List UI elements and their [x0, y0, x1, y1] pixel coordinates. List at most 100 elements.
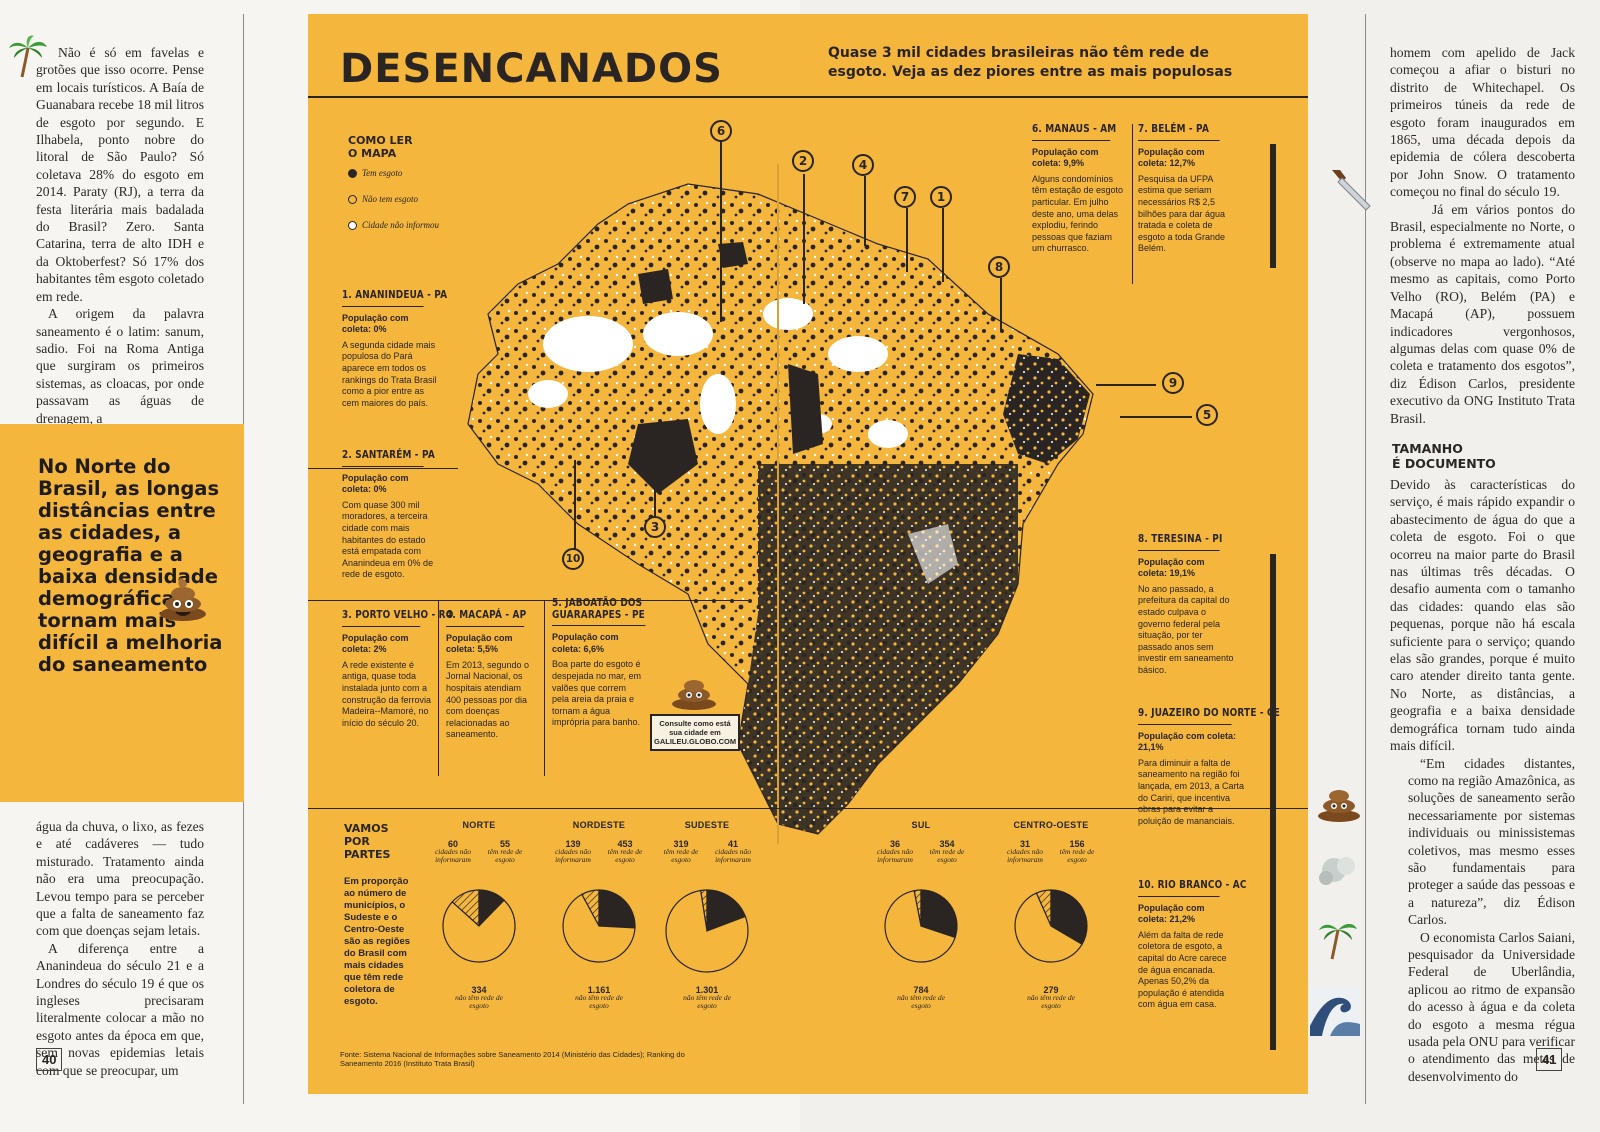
marker-line	[864, 176, 866, 246]
marker-7[interactable]: 7	[894, 186, 916, 208]
stat-caption: não têm rede de esgoto	[575, 993, 623, 1010]
paragraph: homem com apelido de Jack começou a afia…	[1390, 45, 1575, 200]
region-no-sewer-count: 279 não têm rede de esgoto	[996, 986, 1106, 1010]
page-number-left: 40	[36, 1048, 63, 1071]
city-coverage: População com coleta: 21,1%	[1138, 730, 1237, 753]
poop-emoji-icon	[672, 680, 716, 710]
marker-line	[1120, 416, 1192, 418]
region-stat: 354 têm rede de esgoto	[925, 840, 969, 864]
legend-label: Tem esgoto	[362, 168, 403, 178]
stat-caption: têm rede de esgoto	[607, 847, 643, 864]
white-dot-icon	[348, 220, 357, 230]
region-stat: 453 têm rede de esgoto	[603, 840, 647, 864]
slice-no-sewer	[665, 889, 749, 973]
parts-title: VAMOS POR PARTES	[344, 822, 390, 861]
marker-line	[720, 140, 722, 322]
stat-caption: cidades não informaram	[876, 847, 914, 864]
legend-label: Não tem esgoto	[362, 194, 418, 204]
title-rule	[308, 96, 1308, 98]
infographic-title: DESENCANADOS	[340, 46, 723, 92]
marker-line	[803, 174, 805, 304]
legend-label: Cidade não informou	[362, 220, 440, 230]
marker-5[interactable]: 5	[1196, 404, 1218, 426]
marker-2[interactable]: 2	[792, 150, 814, 172]
city-title: 8. TERESINA - PI	[1138, 533, 1222, 551]
website-badge[interactable]: Consulte como está sua cidade em GALILEU…	[650, 714, 740, 751]
marker-10[interactable]: 10	[562, 548, 584, 570]
city-coverage: População com coleta: 9,9%	[1032, 146, 1099, 169]
marker-8[interactable]: 8	[988, 256, 1010, 278]
region-pie	[1014, 889, 1088, 963]
divider	[1132, 124, 1133, 284]
city-box-santarem: 2. SANTARÉM - PA População com coleta: 0…	[342, 449, 438, 581]
stat-value: 31	[1019, 839, 1030, 849]
paragraph: Devido às características do serviço, é …	[1390, 477, 1575, 754]
city-coverage: População com coleta: 21,2%	[1138, 902, 1205, 925]
stat-value: 36	[889, 839, 900, 849]
region-no-sewer-count: 1.301 não têm rede de esgoto	[652, 986, 762, 1010]
stat-caption: não têm rede de esgoto	[897, 993, 945, 1010]
wave-icon	[1310, 986, 1360, 1036]
region-stat: 41 cidades não informaram	[711, 840, 755, 864]
marker-6[interactable]: 6	[710, 120, 732, 142]
city-title: 4. MACAPÁ - AP	[446, 609, 526, 627]
marker-line	[1096, 384, 1156, 386]
city-box-ananindeua: 1. ANANINDEUA - PA População com coleta:…	[342, 289, 447, 409]
region-no-sewer-count: 334 não têm rede de esgoto	[424, 986, 534, 1010]
region-pie	[665, 889, 749, 973]
city-text: Em 2013, segundo o Jornal Nacional, os h…	[446, 659, 530, 740]
city-text: Além da falta de rede coletora de esgoto…	[1138, 929, 1227, 1010]
stat-caption: têm rede de esgoto	[1059, 847, 1095, 864]
city-box-rio-branco: 10. RIO BRANCO - AC População com coleta…	[1138, 879, 1246, 1011]
city-coverage: População com coleta: 0%	[342, 472, 409, 495]
stat-caption: têm rede de esgoto	[487, 847, 523, 864]
region-stats: 31 cidades não informaram 156 têm rede de e…	[996, 840, 1106, 864]
city-coverage: População com coleta: 19,1%	[1138, 556, 1205, 579]
marker-line	[1000, 278, 1002, 332]
city-box-juazeiro: 9. JUAZEIRO DO NORTE - CE População com …	[1138, 707, 1280, 827]
stat-caption: cidades não informaram	[434, 847, 472, 864]
marker-4[interactable]: 4	[852, 154, 874, 176]
stat-value: 334	[471, 985, 487, 995]
source-note: Fonte: Sistema Nacional de Informações s…	[340, 1050, 685, 1068]
divider	[438, 600, 439, 776]
howto-title: COMO LER O MAPA	[348, 134, 413, 160]
region-stats: 60 cidades não informaram 55 têm rede de es…	[424, 840, 534, 864]
knife-icon	[1332, 170, 1371, 211]
empty-dot-icon	[348, 194, 357, 204]
stat-value: 139	[565, 839, 581, 849]
city-title: 2. SANTARÉM - PA	[342, 449, 435, 467]
stat-caption: cidades não informaram	[714, 847, 752, 864]
region-sudeste: SUDESTE 319 têm rede de esgoto 41 cidades nã…	[652, 820, 762, 1020]
region-stat: 31 cidades não informaram	[1003, 840, 1047, 864]
marker-line	[654, 424, 656, 522]
region-name: NORDESTE	[572, 820, 626, 830]
dash-cloud-icon	[1319, 857, 1355, 885]
marker-1[interactable]: 1	[930, 186, 952, 208]
region-stats: 319 têm rede de esgoto 41 cidades não infor…	[652, 840, 762, 864]
marker-line	[942, 208, 944, 282]
region-stats: 36 cidades não informaram 354 têm rede de e…	[866, 840, 976, 864]
city-text: Para diminuir a falta de saneamento na r…	[1138, 757, 1245, 826]
slice-has-sewer	[920, 889, 958, 939]
city-title: 6. MANAUS - AM	[1032, 123, 1116, 141]
city-box-macapa: 4. MACAPÁ - AP População com coleta: 5,5…	[446, 609, 538, 741]
region-stat: 55 têm rede de esgoto	[483, 840, 527, 864]
paragraph: Já em vários pontos do Brasil, especialm…	[1390, 201, 1575, 426]
region-pie	[442, 889, 516, 963]
right-column-rule	[1365, 14, 1366, 1104]
region-stat: 319 têm rede de esgoto	[659, 840, 703, 864]
stat-caption: têm rede de esgoto	[663, 847, 699, 864]
region-name: NORTE	[462, 820, 496, 830]
marker-9[interactable]: 9	[1162, 372, 1184, 394]
stat-value: 55	[499, 839, 510, 849]
region-norte: NORTE 60 cidades não informaram 55 têm rede …	[424, 820, 534, 1020]
city-box-porto-velho: 3. PORTO VELHO - RO População com coleta…	[342, 609, 453, 729]
sidebar-bar	[1270, 554, 1276, 1050]
city-title: 10. RIO BRANCO - AC	[1138, 879, 1246, 897]
section-heading-line: É DOCUMENTO	[1392, 456, 1496, 471]
region-centro-oeste: CENTRO-OESTE 31 cidades não informaram 156 t…	[996, 820, 1106, 1020]
marker-3[interactable]: 3	[644, 516, 666, 538]
city-text: No ano passado, a prefeitura da capital …	[1138, 583, 1234, 675]
body-column-bottom-right: Devido às características do serviço, é …	[1390, 476, 1575, 1085]
